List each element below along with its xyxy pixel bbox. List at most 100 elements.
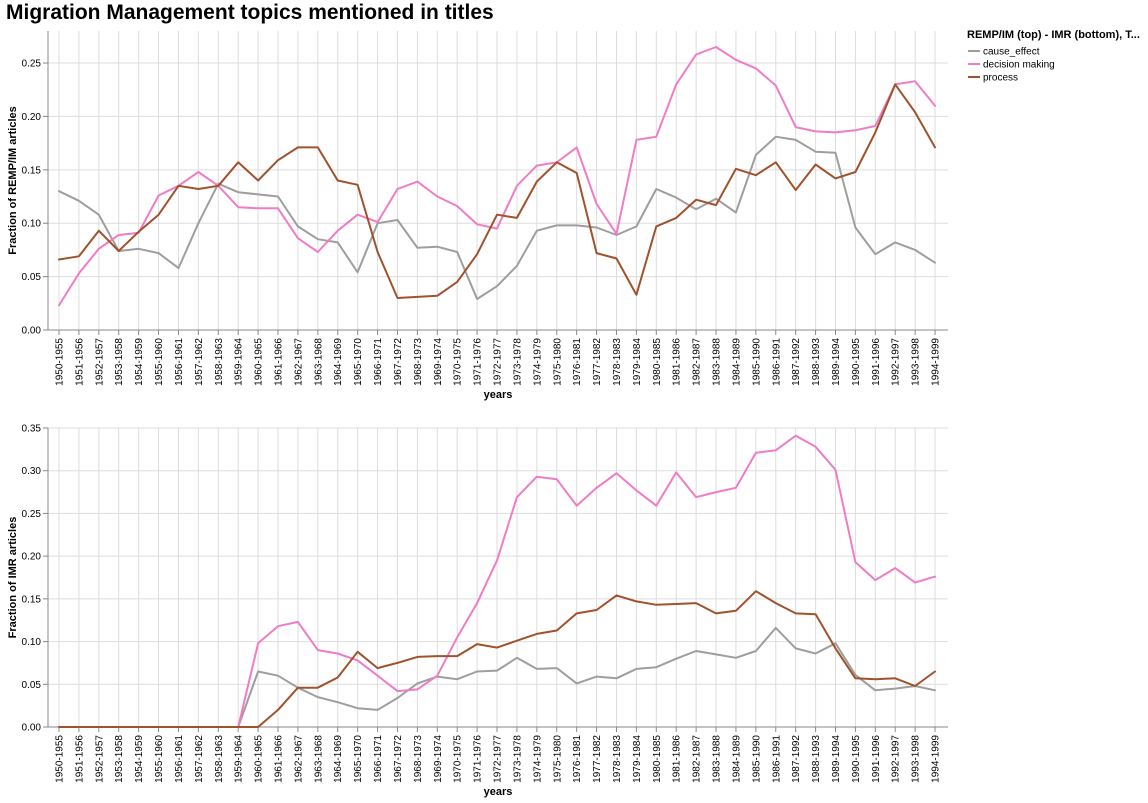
x-tick-label: 1973-1978 — [512, 735, 523, 783]
y-tick-label: 0.15 — [22, 165, 42, 176]
legend-label: cause_effect — [983, 47, 1040, 58]
x-tick-label: 1983-1988 — [712, 735, 723, 783]
x-tick-label: 1993-1998 — [911, 338, 922, 386]
x-tick-label: 1992-1997 — [891, 735, 902, 783]
x-tick-label: 1982-1987 — [692, 338, 703, 386]
x-tick-label: 1979-1984 — [632, 735, 643, 783]
x-tick-label: 1955-1960 — [154, 338, 165, 386]
y-axis-title: Fraction of REMP/IM articles — [7, 106, 19, 255]
y-axis-title: Fraction of IMR articles — [7, 517, 19, 639]
x-tick-label: 1981-1986 — [672, 338, 683, 386]
x-tick-label: 1992-1997 — [891, 338, 902, 386]
x-tick-label: 1987-1992 — [791, 735, 802, 783]
legend-label: decision making — [983, 60, 1055, 71]
x-tick-label: 1966-1971 — [373, 338, 384, 386]
x-tick-label: 1952-1957 — [94, 735, 105, 783]
x-tick-label: 1969-1974 — [433, 735, 444, 783]
x-tick-label: 1959-1964 — [234, 735, 245, 783]
x-tick-label: 1975-1980 — [552, 735, 563, 783]
x-tick-label: 1960-1965 — [254, 338, 265, 386]
x-tick-label: 1971-1976 — [473, 338, 484, 386]
x-tick-label: 1965-1970 — [353, 338, 364, 386]
x-tick-label: 1951-1956 — [74, 338, 85, 386]
series-line-process — [58, 83, 936, 299]
x-tick-label: 1956-1961 — [174, 735, 185, 783]
x-tick-label: 1969-1974 — [433, 338, 444, 386]
x-tick-label: 1950-1955 — [55, 735, 66, 783]
x-tick-label: 1963-1968 — [313, 735, 324, 783]
x-tick-label: 1961-1966 — [274, 338, 285, 386]
x-tick-label: 1967-1972 — [393, 338, 404, 386]
x-tick-label: 1991-1996 — [871, 338, 882, 386]
x-tick-label: 1957-1962 — [194, 735, 205, 783]
legend-label: process — [983, 73, 1018, 84]
x-tick-label: 1987-1992 — [791, 338, 802, 386]
x-tick-label: 1974-1979 — [532, 735, 543, 783]
x-tick-label: 1976-1981 — [572, 735, 583, 783]
y-tick-label: 0.05 — [22, 680, 42, 691]
x-tick-label: 1973-1978 — [512, 338, 523, 386]
legend-title: REMP/IM (top) - IMR (bottom), T... — [967, 29, 1140, 41]
x-tick-label: 1963-1968 — [313, 338, 324, 386]
y-tick-label: 0.00 — [22, 723, 42, 734]
y-tick-label: 0.05 — [22, 272, 42, 283]
chart-panel-remp-im: 0.00 0.05 0.10 0.15 0.20 0.25 1950-1955 1951-19… — [7, 31, 948, 401]
x-tick-label: 1989-1994 — [831, 338, 842, 386]
x-tick-label: 1977-1982 — [592, 338, 603, 386]
x-tick-label: 1966-1971 — [373, 735, 384, 783]
x-tick-label: 1985-1990 — [751, 338, 762, 386]
x-tick-label: 1976-1981 — [572, 338, 583, 386]
x-tick-label: 1991-1996 — [871, 735, 882, 783]
x-tick-label: 1953-1958 — [114, 338, 125, 386]
chart-panel-imr: 0.00 0.05 0.10 0.15 0.20 0.25 0.30 0.35 1950-195… — [7, 424, 948, 798]
x-tick-label: 1990-1995 — [851, 735, 862, 783]
x-tick-label: 1975-1980 — [552, 338, 563, 386]
y-tick-label: 0.15 — [22, 594, 42, 605]
y-tick-label: 0.00 — [22, 326, 42, 337]
x-tick-label: 1985-1990 — [751, 735, 762, 783]
x-tick-label: 1994-1999 — [931, 735, 942, 783]
x-tick-label: 1958-1963 — [214, 338, 225, 386]
x-tick-label: 1978-1983 — [612, 338, 623, 386]
x-tick-label: 1959-1964 — [234, 338, 245, 386]
x-tick-label: 1981-1986 — [672, 735, 683, 783]
series-line-cause-effect — [58, 135, 936, 300]
x-tick-label: 1951-1956 — [74, 735, 85, 783]
y-tick-label: 0.20 — [22, 112, 42, 123]
x-tick-label: 1968-1973 — [413, 735, 424, 783]
x-tick-label: 1967-1972 — [393, 735, 404, 783]
x-axis-title: years — [484, 389, 513, 401]
x-tick-label: 1980-1985 — [652, 735, 663, 783]
x-tick-label: 1954-1959 — [134, 338, 145, 386]
x-tick-label: 1950-1955 — [55, 338, 66, 386]
series-line-decision-making — [58, 46, 936, 307]
x-tick-label: 1970-1975 — [453, 735, 464, 783]
x-tick-label: 1970-1975 — [453, 338, 464, 386]
x-tick-label: 1955-1960 — [154, 735, 165, 783]
x-tick-label: 1965-1970 — [353, 735, 364, 783]
x-tick-label: 1989-1994 — [831, 735, 842, 783]
x-tick-label: 1952-1957 — [94, 338, 105, 386]
x-tick-label: 1968-1973 — [413, 338, 424, 386]
y-tick-label: 0.20 — [22, 552, 42, 563]
y-tick-label: 0.30 — [22, 466, 42, 477]
x-axis-title: years — [484, 786, 513, 798]
x-tick-label: 1972-1977 — [493, 338, 504, 386]
x-tick-label: 1986-1991 — [771, 338, 782, 386]
y-tick-label: 0.10 — [22, 219, 42, 230]
chart-title: Migration Management topics mentioned in… — [6, 1, 494, 24]
x-tick-label: 1961-1966 — [274, 735, 285, 783]
x-tick-label: 1958-1963 — [214, 735, 225, 783]
x-tick-label: 1962-1967 — [293, 735, 304, 783]
x-tick-label: 1960-1965 — [254, 735, 265, 783]
legend: REMP/IM (top) - IMR (bottom), T... cause_… — [967, 29, 1140, 84]
x-tick-label: 1974-1979 — [532, 338, 543, 386]
series-line-process — [58, 590, 936, 728]
x-tick-label: 1980-1985 — [652, 338, 663, 386]
x-tick-label: 1984-1989 — [731, 338, 742, 386]
x-tick-label: 1990-1995 — [851, 338, 862, 386]
y-tick-label: 0.35 — [22, 424, 42, 435]
x-tick-label: 1964-1969 — [333, 735, 344, 783]
x-tick-label: 1983-1988 — [712, 338, 723, 386]
